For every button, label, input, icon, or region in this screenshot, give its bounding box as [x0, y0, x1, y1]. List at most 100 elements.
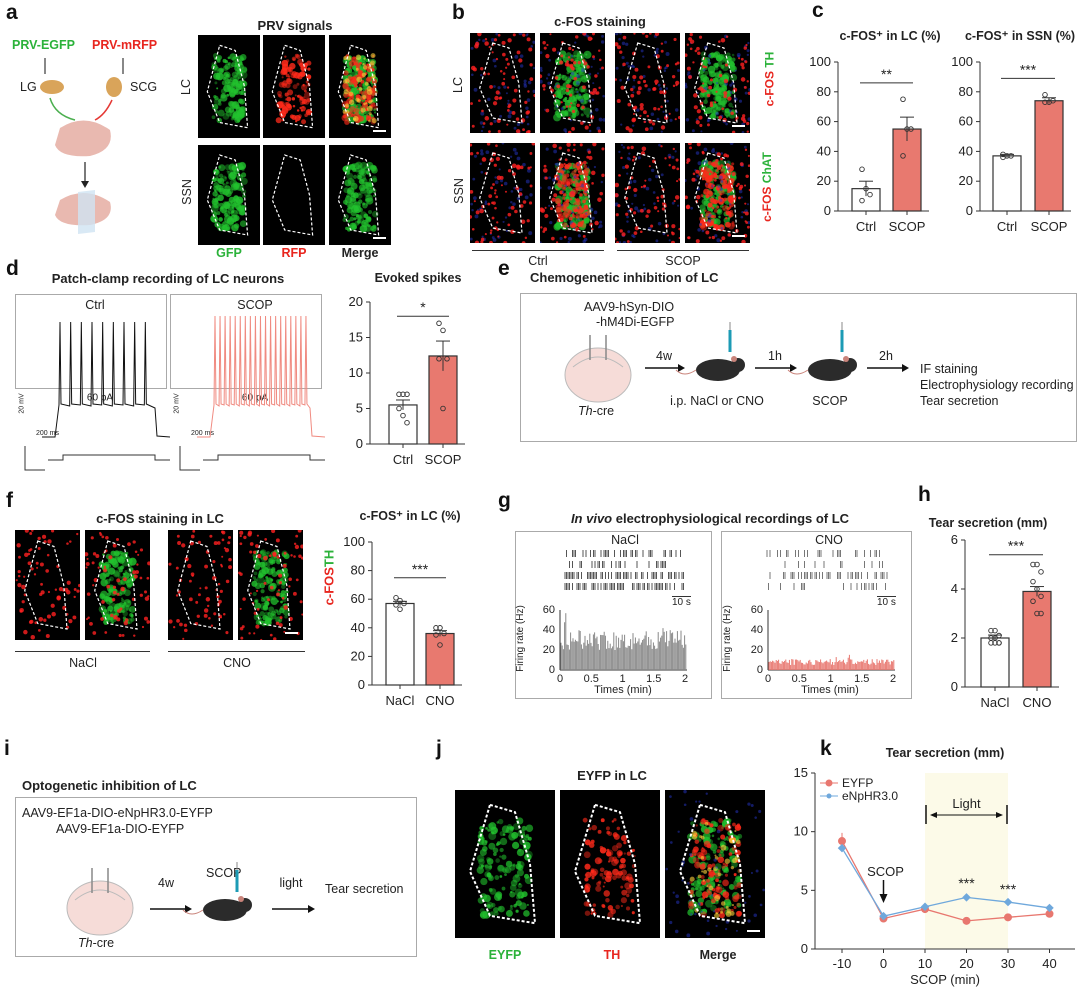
data-point	[440, 405, 446, 412]
bar-scop	[1034, 100, 1064, 212]
data-point	[441, 630, 447, 637]
y-tick-label: 0	[358, 677, 365, 692]
y-tick-label: 40	[751, 624, 763, 636]
group-label-cno: CNO	[223, 656, 251, 670]
panel-label-h: h	[918, 483, 931, 506]
data-point	[436, 356, 442, 362]
chart-title: Tear secretion (mm)	[929, 516, 1048, 530]
y-tick-label: 40	[817, 143, 831, 158]
y-tick-label: 80	[817, 84, 831, 99]
panel-label-g: g	[498, 489, 511, 512]
current-step	[203, 454, 325, 461]
arrowhead	[185, 905, 192, 913]
bar-ctrl	[388, 404, 418, 445]
data-point	[1008, 153, 1014, 159]
data-point	[404, 391, 410, 398]
y-tick-label: 0	[549, 664, 555, 676]
x-tick-label: 0	[765, 673, 771, 685]
data-point	[437, 642, 443, 648]
y-tick-label: 100	[343, 534, 365, 549]
data-point	[400, 412, 406, 419]
panel-e-title: Chemogenetic inhibition of LC	[530, 270, 719, 285]
arrowhead	[902, 364, 909, 372]
data-point	[1004, 913, 1012, 922]
y-tick-label: 0	[757, 664, 763, 676]
tracing-schematic	[40, 58, 124, 234]
y-tick-label: 20	[751, 644, 763, 656]
data-point	[879, 911, 888, 921]
micrograph-b-ssn	[540, 143, 605, 243]
group-label-ctrl: Ctrl	[528, 254, 548, 268]
category-label: Ctrl	[997, 219, 1017, 234]
virus-label-line1: AAV9-hSyn-DIO	[584, 300, 675, 314]
x-tick-label: 20	[959, 956, 973, 971]
micrograph-f	[168, 530, 233, 640]
panel-b-title: c-FOS staining	[554, 14, 646, 29]
data-point	[1030, 598, 1036, 605]
significance-label: **	[881, 66, 892, 82]
scale-bar	[24, 446, 45, 471]
current-step	[48, 454, 170, 461]
category-label: Ctrl	[393, 452, 413, 467]
data-point	[433, 632, 439, 638]
legend-marker	[826, 793, 832, 799]
significance-label: ***	[412, 561, 429, 577]
category-label: Ctrl	[856, 219, 876, 234]
step1-label: i.p. NaCl or CNO	[670, 394, 764, 408]
data-point	[837, 843, 847, 853]
y-tick-label: 10	[349, 365, 363, 380]
col-label-th: TH	[603, 948, 621, 962]
y-tick-label: 60	[959, 114, 973, 129]
y-tick-label: 40	[351, 620, 365, 635]
micrograph-a-ssn	[329, 145, 391, 245]
group-line-scop	[617, 250, 749, 251]
scop-label: SCOP	[867, 864, 904, 879]
y-tick-label: 40	[959, 143, 973, 158]
y-tick-label: 20	[349, 294, 363, 309]
outcome-tear: Tear secretion	[920, 394, 999, 408]
group-line-cno	[168, 651, 305, 652]
group-label-nacl: NaCl	[69, 656, 97, 670]
step1-duration: 4w	[656, 349, 672, 363]
y-tick-label: 20	[351, 648, 365, 663]
data-point	[1034, 561, 1040, 568]
xlabel-cno: Times (min)	[801, 684, 859, 696]
micrograph-j	[665, 790, 765, 938]
current-label-scop: 60 pA	[241, 392, 269, 404]
data-point	[988, 627, 994, 634]
y-tick-label: 80	[351, 563, 365, 578]
step1-duration: 4w	[158, 876, 174, 890]
y-tick-label: 5	[356, 401, 363, 416]
brain-fold	[572, 356, 624, 368]
legend-marker	[825, 779, 833, 787]
y-tick-label: 60	[351, 591, 365, 606]
legend-label: eNpHR3.0	[842, 789, 898, 803]
recording-box-cno	[721, 531, 912, 699]
chart-title: c-FOS⁺ in LC (%)	[839, 29, 940, 43]
col-label-rfp: RFP	[281, 246, 307, 260]
chart-title: Evoked spikes	[375, 271, 462, 285]
step3-duration: 2h	[879, 349, 893, 363]
group-label-scop: SCOP	[665, 254, 701, 268]
x-axis-label: SCOP (min)	[910, 972, 980, 987]
data-point	[437, 625, 443, 631]
chart-title: Tear secretion (mm)	[886, 746, 1005, 760]
significance-label: *	[420, 299, 426, 315]
bar-cno	[1022, 590, 1052, 688]
y-tick-label: 4	[951, 581, 958, 596]
micrograph-b-ssn	[615, 143, 680, 243]
brain-slice-icon	[78, 190, 95, 234]
data-point	[1038, 569, 1044, 575]
data-point	[962, 893, 971, 902]
micrograph-f	[238, 530, 303, 640]
significance-label: ***	[1000, 881, 1017, 897]
arrowhead	[790, 364, 797, 372]
data-point	[1003, 897, 1013, 907]
data-point	[1034, 586, 1040, 592]
panel-g-title: In vivo electrophysiological recordings …	[570, 511, 850, 526]
col-label-gfp: GFP	[216, 246, 242, 260]
mouse-tail	[182, 909, 204, 915]
bar-nacl	[385, 602, 415, 686]
mouse-tail	[787, 369, 809, 375]
